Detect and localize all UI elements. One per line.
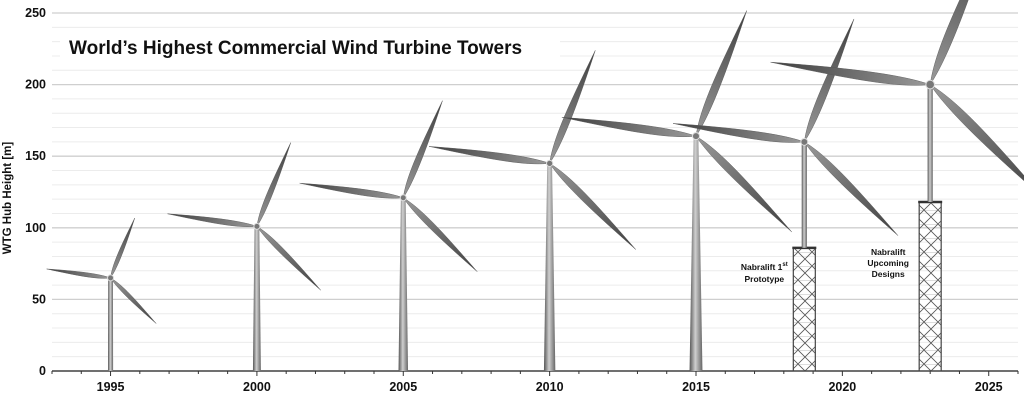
chart-title: World’s Highest Commercial Wind Turbine … (69, 38, 522, 59)
blade-shape (672, 123, 805, 143)
blade-shape (561, 117, 697, 137)
y-tick-label: 50 (32, 292, 46, 306)
blade (804, 141, 899, 236)
tower (398, 197, 409, 371)
blade (549, 50, 596, 164)
blade-shape (549, 50, 596, 164)
x-tick-label: 2015 (682, 380, 710, 394)
blade (256, 142, 291, 227)
blade-shape (549, 163, 636, 250)
turbine-4 (428, 50, 636, 371)
blade-shape (110, 217, 135, 279)
blade-shape (167, 213, 257, 227)
blade-shape (110, 277, 157, 324)
blade (695, 10, 747, 137)
blade (403, 197, 478, 272)
blade-shape (299, 182, 404, 199)
x-tick-label: 1995 (97, 380, 125, 394)
hub (800, 137, 809, 146)
blade-shape (428, 146, 550, 165)
lattice-tower (792, 247, 816, 372)
grid-lines (52, 12, 1018, 372)
x-tick-label: 2025 (975, 380, 1003, 394)
x-tick-label: 2020 (828, 380, 856, 394)
title-backdrop (60, 30, 560, 64)
blade-shape (46, 268, 111, 279)
hub (925, 79, 935, 90)
turbine-6 (672, 18, 899, 372)
y-tick-label: 0 (39, 364, 46, 378)
turbine-7 (770, 0, 1024, 372)
tower (543, 163, 556, 371)
blade (770, 61, 931, 86)
y-tick-label: 150 (25, 149, 46, 163)
blade (110, 217, 135, 279)
tower (689, 136, 703, 371)
blade (804, 18, 855, 142)
turbines: Nabralift 1st Prototype NabraliftUpcomingD… (46, 0, 1024, 372)
turbine-5 (561, 10, 792, 371)
hub (107, 274, 115, 282)
x-tick-label: 2000 (243, 380, 271, 394)
annotation-line-2: Upcoming (867, 258, 909, 268)
blade (167, 213, 257, 227)
hub (546, 159, 554, 167)
y-tick-label: 200 (25, 78, 46, 92)
blade-shape (929, 0, 991, 85)
turbine-1 (46, 217, 157, 371)
blade-shape (256, 142, 291, 227)
blade (549, 163, 636, 250)
tower (801, 141, 807, 248)
blade-shape (403, 197, 478, 272)
blade-shape (770, 61, 931, 86)
blade (110, 277, 157, 324)
y-axis-label: WTG Hub Height [m] (2, 142, 14, 255)
turbine-2 (167, 142, 321, 371)
hub (253, 222, 261, 230)
y-tick-label: 100 (25, 221, 46, 235)
blade (672, 123, 805, 143)
blade-shape (804, 18, 855, 142)
blade-shape (695, 10, 747, 137)
lattice-tower (918, 201, 942, 372)
blade (929, 0, 991, 85)
x-tick-label: 2005 (389, 380, 417, 394)
axes: 0 50 100 150 200 250 1995 2000 2005 2010 2015 2020 2… (25, 6, 1019, 394)
blade (256, 226, 321, 291)
annotation-line-1: Nabralift (871, 247, 906, 257)
blade (299, 182, 404, 199)
blade (428, 146, 550, 165)
tower (927, 84, 933, 203)
annotation-line-2: Prototype (744, 274, 784, 284)
annotation-line-3: Designs (872, 269, 905, 279)
blade (403, 100, 443, 198)
tower (252, 226, 261, 371)
x-tick-label: 2010 (536, 380, 564, 394)
hub (399, 194, 407, 202)
blade-shape (256, 226, 321, 291)
turbine-3 (299, 100, 478, 371)
blade (46, 268, 111, 279)
blade (695, 135, 792, 233)
blade (561, 117, 697, 137)
blade (930, 84, 1024, 199)
blade-shape (804, 141, 899, 236)
annotation-line-1: Nabralift 1st (741, 262, 788, 272)
blade-shape (403, 100, 443, 198)
blade-shape (930, 84, 1024, 199)
annotation-superscript: st (782, 262, 787, 268)
blade-shape (695, 135, 792, 233)
hub (691, 132, 701, 141)
tower (107, 277, 114, 371)
y-tick-label: 250 (25, 6, 46, 20)
